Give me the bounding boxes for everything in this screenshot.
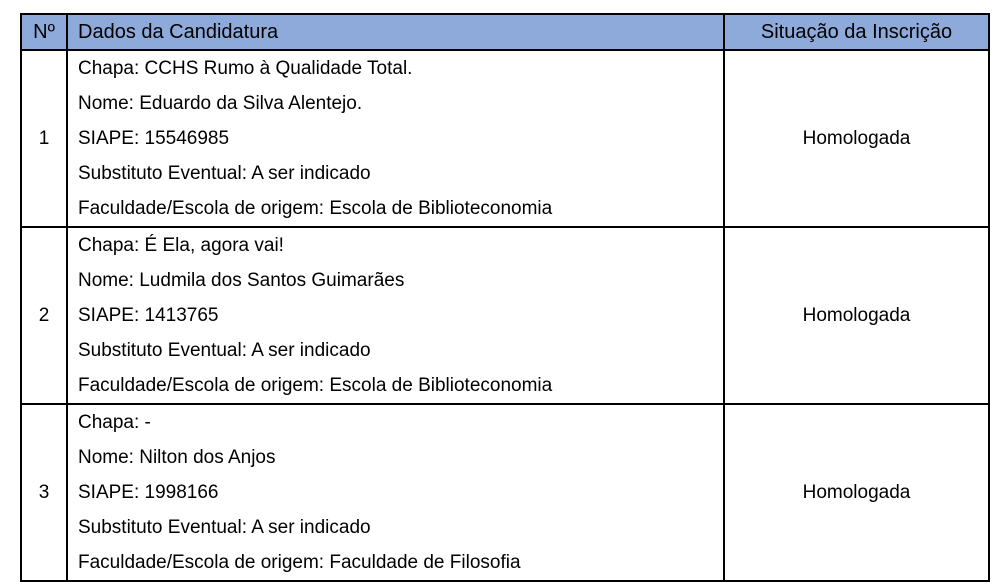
status-cell: Homologada — [723, 49, 990, 228]
siape-line: SIAPE: 15546985 — [78, 128, 230, 149]
siape-line: SIAPE: 1413765 — [78, 305, 219, 326]
chapa-line: Chapa: - — [78, 412, 151, 433]
nome-line: Nome: Nilton dos Anjos — [78, 447, 276, 468]
faculdade-line: Faculdade/Escola de origem: Escola de Bi… — [78, 375, 553, 396]
row-number: 2 — [20, 226, 68, 405]
substituto-line: Substituto Eventual: A ser indicado — [78, 163, 371, 184]
table-header-row: Nº Dados da Candidatura Situação da Insc… — [20, 13, 990, 51]
candidaturas-table: Nº Dados da Candidatura Situação da Insc… — [20, 13, 990, 582]
row-number: 1 — [20, 49, 68, 228]
header-number: Nº — [20, 13, 68, 51]
table-row: 3 Chapa: - Nome: Nilton dos Anjos SIAPE:… — [20, 403, 990, 582]
candidatura-data-cell: Chapa: - Nome: Nilton dos Anjos SIAPE: 1… — [66, 403, 725, 582]
substituto-line: Substituto Eventual: A ser indicado — [78, 517, 371, 538]
header-situacao-inscricao: Situação da Inscrição — [723, 13, 990, 51]
status-cell: Homologada — [723, 403, 990, 582]
nome-line: Nome: Ludmila dos Santos Guimarães — [78, 270, 405, 291]
nome-line: Nome: Eduardo da Silva Alentejo. — [78, 93, 363, 114]
siape-line: SIAPE: 1998166 — [78, 482, 219, 503]
faculdade-line: Faculdade/Escola de origem: Faculdade de… — [78, 552, 521, 573]
faculdade-line: Faculdade/Escola de origem: Escola de Bi… — [78, 198, 553, 219]
candidatura-data-cell: Chapa: É Ela, agora vai! Nome: Ludmila d… — [66, 226, 725, 405]
table-row: 1 Chapa: CCHS Rumo à Qualidade Total. No… — [20, 49, 990, 228]
candidatura-data-cell: Chapa: CCHS Rumo à Qualidade Total. Nome… — [66, 49, 725, 228]
header-dados-candidatura: Dados da Candidatura — [66, 13, 725, 51]
substituto-line: Substituto Eventual: A ser indicado — [78, 340, 371, 361]
chapa-line: Chapa: CCHS Rumo à Qualidade Total. — [78, 58, 413, 79]
status-cell: Homologada — [723, 226, 990, 405]
table-row: 2 Chapa: É Ela, agora vai! Nome: Ludmila… — [20, 226, 990, 405]
row-number: 3 — [20, 403, 68, 582]
chapa-line: Chapa: É Ela, agora vai! — [78, 235, 284, 256]
